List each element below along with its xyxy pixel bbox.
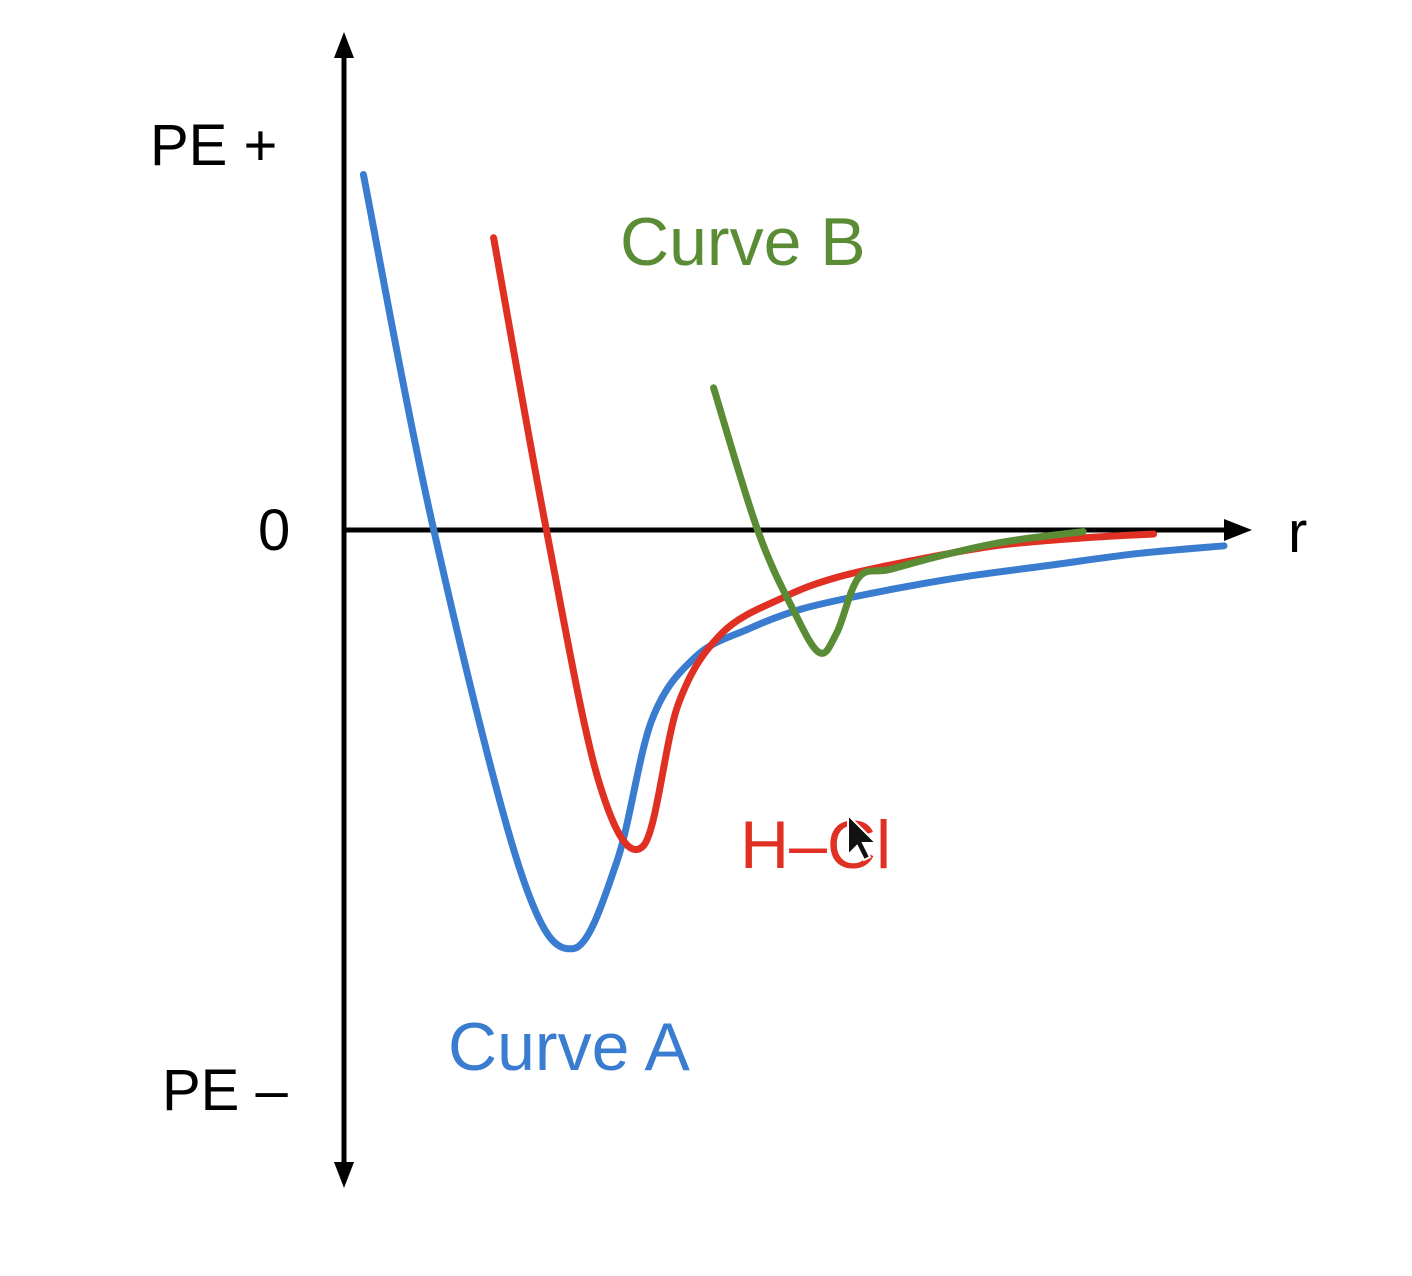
y-label-bottom: PE – xyxy=(162,1058,288,1123)
curve-b-line xyxy=(710,384,1087,657)
mouse-cursor-icon xyxy=(847,812,879,862)
curve-a-label: Curve A xyxy=(448,1009,691,1085)
y-axis-arrow-down xyxy=(334,1162,354,1188)
zero-label: 0 xyxy=(258,498,290,563)
y-label-top: PE + xyxy=(150,113,277,178)
y-axis-arrow-up xyxy=(334,32,354,58)
hcl-label: H–Cl xyxy=(740,807,891,883)
curve-b-label: Curve B xyxy=(620,204,866,280)
curve-a-line xyxy=(359,171,1228,953)
x-axis-arrow xyxy=(1224,519,1252,541)
series-group xyxy=(359,171,1228,953)
hcl-line xyxy=(490,234,1158,854)
x-axis-label: r xyxy=(1288,500,1307,565)
